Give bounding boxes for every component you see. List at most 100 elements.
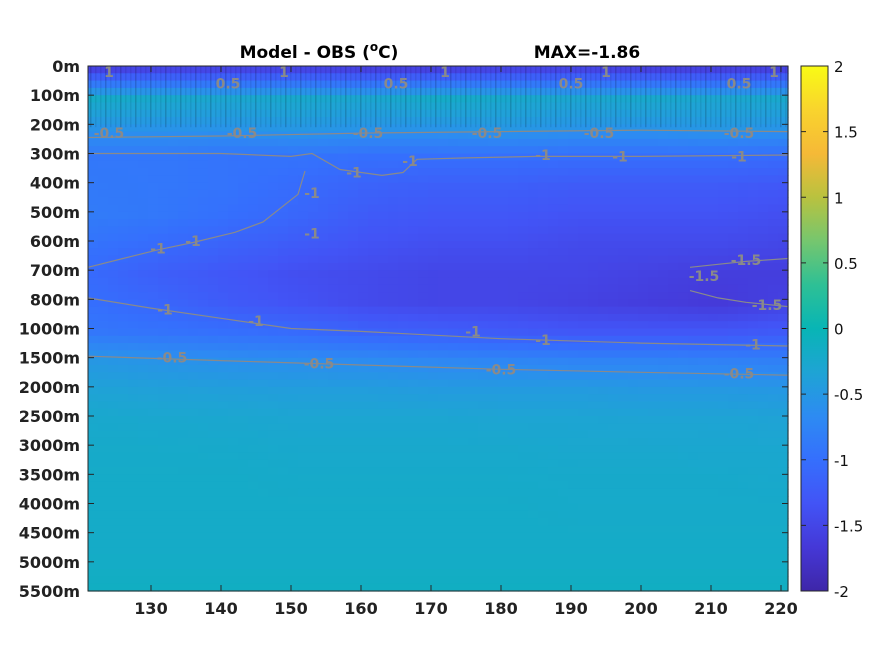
heatmap-cell: [388, 423, 399, 432]
heatmap-cell: [668, 109, 679, 118]
heatmap-cell: [318, 255, 329, 264]
heatmap-cell: [208, 262, 219, 271]
heatmap-cell: [608, 496, 619, 505]
heatmap-cell: [328, 175, 339, 184]
heatmap-cell: [158, 226, 169, 235]
heatmap-cell: [618, 452, 629, 461]
heatmap-cell: [288, 335, 299, 344]
heatmap-cell: [768, 109, 779, 118]
heatmap-cell: [308, 503, 319, 512]
heatmap-cell: [738, 474, 749, 483]
heatmap-cell: [718, 408, 729, 417]
heatmap-cell: [568, 467, 579, 475]
heatmap-cell: [408, 335, 419, 344]
heatmap-cell: [558, 211, 569, 220]
heatmap-cell: [188, 525, 199, 534]
heatmap-cell: [728, 255, 739, 264]
heatmap-cell: [598, 189, 609, 198]
heatmap-cell: [698, 343, 709, 351]
heatmap-cell: [578, 219, 589, 228]
heatmap-cell: [208, 248, 219, 257]
heatmap-cell: [338, 510, 349, 519]
heatmap-cell: [468, 102, 479, 111]
heatmap-cell: [248, 416, 259, 424]
heatmap-cell: [668, 292, 679, 300]
heatmap-cell: [528, 248, 539, 257]
heatmap-cell: [138, 262, 149, 271]
heatmap-cell: [348, 233, 359, 242]
heatmap-cell: [138, 182, 149, 191]
heatmap-cell: [728, 175, 739, 184]
heatmap-cell: [338, 146, 349, 155]
heatmap-cell: [638, 117, 649, 125]
heatmap-cell: [558, 95, 569, 104]
heatmap-cell: [608, 219, 619, 228]
heatmap-cell: [548, 255, 559, 264]
heatmap-cell: [338, 197, 349, 206]
heatmap-cell: [218, 335, 229, 344]
heatmap-cell: [738, 430, 749, 439]
heatmap-cell: [348, 394, 359, 403]
heatmap-cell: [378, 394, 389, 403]
heatmap-cell: [688, 467, 699, 475]
heatmap-cell: [508, 284, 519, 293]
heatmap-cell: [358, 539, 369, 548]
heatmap-cell: [308, 131, 319, 140]
heatmap-cell: [528, 321, 539, 330]
heatmap-cell: [458, 437, 469, 446]
heatmap-cell: [528, 386, 539, 395]
heatmap-cell: [238, 175, 249, 184]
heatmap-cell: [698, 277, 709, 286]
heatmap-cell: [478, 270, 489, 279]
heatmap-cell: [148, 138, 159, 147]
heatmap-cell: [438, 394, 449, 403]
heatmap-cell: [538, 87, 549, 96]
heatmap-cell: [338, 153, 349, 162]
heatmap-cell: [368, 131, 379, 140]
heatmap-cell: [378, 467, 389, 475]
heatmap-cell: [348, 277, 359, 286]
heatmap-cell: [718, 328, 729, 337]
heatmap-cell: [758, 87, 769, 96]
heatmap-cell: [678, 437, 689, 446]
heatmap-cell: [88, 452, 99, 461]
heatmap-cell: [308, 168, 319, 176]
heatmap-cell: [248, 233, 259, 242]
heatmap-cell: [228, 445, 239, 454]
heatmap-cell: [598, 554, 609, 563]
heatmap-cell: [338, 518, 349, 526]
heatmap-cell: [168, 510, 179, 519]
heatmap-cell: [538, 299, 549, 308]
heatmap-cell: [188, 532, 199, 541]
heatmap-cell: [368, 138, 379, 147]
heatmap-cell: [268, 423, 279, 432]
heatmap-cell: [688, 350, 699, 359]
heatmap-cell: [498, 394, 509, 403]
heatmap-cell: [598, 386, 609, 395]
heatmap-cell: [458, 219, 469, 228]
heatmap-cell: [138, 343, 149, 351]
heatmap-cell: [768, 124, 779, 133]
heatmap-cell: [648, 532, 659, 541]
heatmap-cell: [588, 474, 599, 483]
heatmap-cell: [328, 226, 339, 235]
heatmap-cell: [778, 386, 789, 395]
heatmap-cell: [588, 306, 599, 315]
heatmap-cell: [478, 160, 489, 169]
heatmap-cell: [438, 284, 449, 293]
heatmap-cell: [318, 335, 329, 344]
heatmap-cell: [698, 197, 709, 206]
heatmap-cell: [618, 386, 629, 395]
heatmap-cell: [258, 211, 269, 220]
heatmap-cell: [428, 197, 439, 206]
heatmap-cell: [468, 255, 479, 264]
heatmap-cell: [528, 467, 539, 475]
heatmap-cell: [478, 518, 489, 526]
heatmap-cell: [758, 364, 769, 373]
heatmap-cell: [508, 80, 519, 89]
heatmap-cell: [678, 379, 689, 388]
heatmap-cell: [708, 73, 719, 82]
heatmap-cell: [338, 284, 349, 293]
heatmap-cell: [558, 299, 569, 308]
heatmap-cell: [238, 73, 249, 82]
